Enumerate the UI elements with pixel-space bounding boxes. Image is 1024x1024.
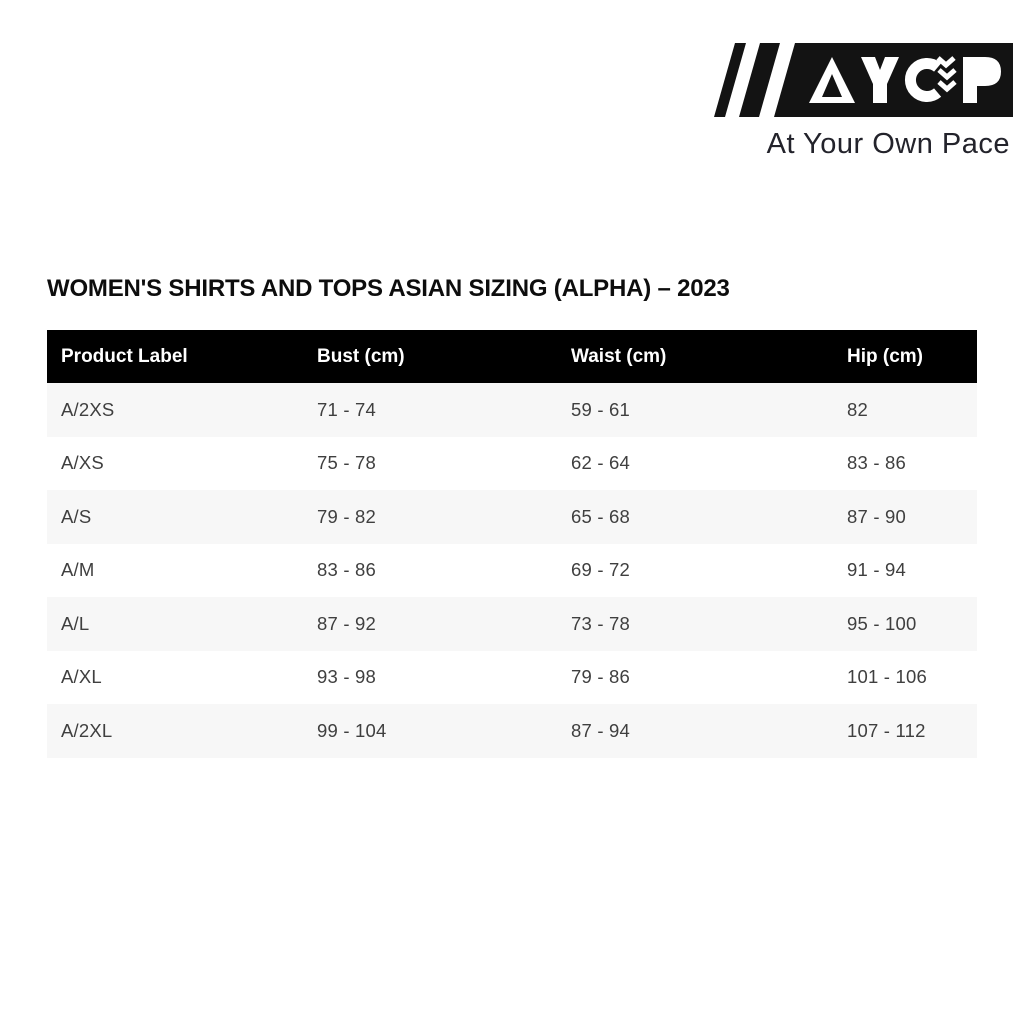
logo-stripe-1 [714,43,746,117]
logo-letter-a [809,57,855,103]
logo-letter-y [861,57,899,103]
size-table: Product Label Bust (cm) Waist (cm) Hip (… [47,330,977,758]
column-header-bust: Bust (cm) [303,330,557,383]
bust-cell: 75 - 78 [317,452,376,474]
size-table-header: Product Label Bust (cm) Waist (cm) Hip (… [47,330,977,383]
hip-cell: 95 - 100 [847,612,917,634]
size-label-cell: A/2XL [61,719,113,741]
bust-cell: 87 - 92 [317,612,376,634]
header-row: Product Label Bust (cm) Waist (cm) Hip (… [47,330,977,383]
brand-logo [691,42,1013,118]
logo-letter-o [905,58,942,102]
hip-cell: 91 - 94 [847,559,906,581]
bust-cell: 83 - 86 [317,559,376,581]
hip-cell: 101 - 106 [847,666,927,688]
bust-cell: 99 - 104 [317,719,387,741]
page-title: WOMEN'S SHIRTS AND TOPS ASIAN SIZING (AL… [47,275,730,303]
logo-letter-p [963,57,1001,103]
table-row: A/M 83 - 86 69 - 72 91 - 94 [47,543,977,597]
waist-cell: 59 - 61 [571,398,630,420]
waist-cell: 79 - 86 [571,666,630,688]
waist-cell: 87 - 94 [571,719,630,741]
hip-cell: 87 - 90 [847,505,906,527]
hip-cell: 82 [847,398,868,420]
table-row: A/2XS 71 - 74 59 - 61 82 [47,383,977,437]
size-label-cell: A/2XS [61,398,115,420]
column-header-product-label: Product Label [47,330,303,383]
bust-cell: 93 - 98 [317,666,376,688]
size-label-cell: A/M [61,559,95,581]
size-table-body: A/2XS 71 - 74 59 - 61 82 A/XS 75 - 78 62… [47,383,977,758]
table-row: A/S 79 - 82 65 - 68 87 - 90 [47,490,977,544]
column-header-waist: Waist (cm) [557,330,833,383]
ayop-logo-icon [714,43,1013,117]
size-label-cell: A/XS [61,452,104,474]
table-row: A/XL 93 - 98 79 - 86 101 - 106 [47,650,977,704]
bust-cell: 71 - 74 [317,398,376,420]
column-header-hip: Hip (cm) [833,330,977,383]
waist-cell: 73 - 78 [571,612,630,634]
hip-cell: 107 - 112 [847,719,926,741]
table-row: A/XS 75 - 78 62 - 64 83 - 86 [47,436,977,490]
brand-tagline: At Your Own Pace [766,128,1010,160]
hip-cell: 83 - 86 [847,452,906,474]
table-row: A/2XL 99 - 104 87 - 94 107 - 112 [47,704,977,758]
logo-chevrons [936,56,957,93]
size-label-cell: A/S [61,505,92,527]
logo-stripe-2 [739,43,780,117]
size-label-cell: A/XL [61,666,102,688]
waist-cell: 65 - 68 [571,505,630,527]
waist-cell: 69 - 72 [571,559,630,581]
size-label-cell: A/L [61,612,90,634]
table-row: A/L 87 - 92 73 - 78 95 - 100 [47,597,977,651]
bust-cell: 79 - 82 [317,505,376,527]
waist-cell: 62 - 64 [571,452,630,474]
